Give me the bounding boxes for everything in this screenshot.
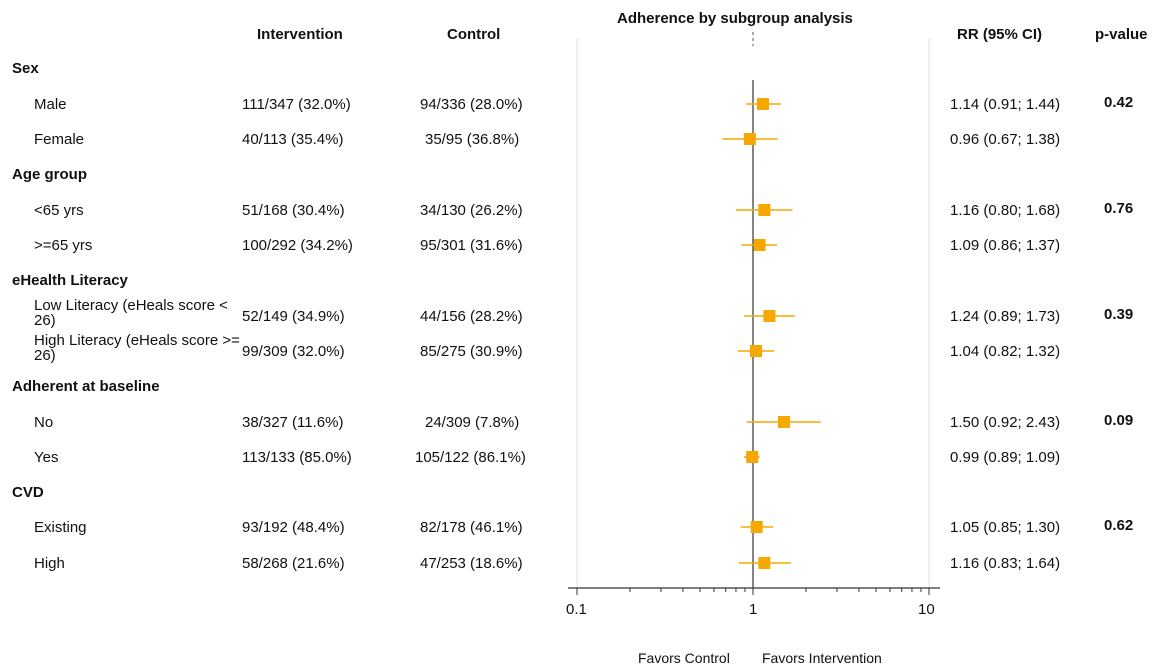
row-label: Low Literacy (eHeals score < 26) xyxy=(34,297,228,329)
group-label-age: Age group xyxy=(12,166,87,183)
intervention-cell: 40/113 (35.4%) xyxy=(242,131,344,148)
rr-cell: 1.50 (0.92; 2.43) xyxy=(950,414,1061,431)
point-estimate-marker xyxy=(777,416,790,428)
rr-cell: 1.05 (0.85; 1.30) xyxy=(950,519,1061,536)
control-cell: 44/156 (28.2%) xyxy=(420,308,523,325)
group-label-cvd: CVD xyxy=(12,484,44,501)
intervention-cell: 99/309 (32.0%) xyxy=(242,343,345,360)
point-estimate-marker xyxy=(758,557,771,569)
row-label: No xyxy=(34,414,54,431)
point-estimate-marker xyxy=(746,451,759,463)
intervention-cell: 111/347 (32.0%) xyxy=(242,96,351,113)
row-label: High xyxy=(34,555,65,572)
row-label: <65 yrs xyxy=(34,202,84,219)
point-estimate-marker xyxy=(757,98,770,110)
control-cell: 24/309 (7.8%) xyxy=(425,414,520,431)
group-label-adherent: Adherent at baseline xyxy=(12,378,160,395)
intervention-cell: 93/192 (48.4%) xyxy=(242,519,345,536)
intervention-cell: 38/327 (11.6%) xyxy=(242,414,344,431)
rr-cell: 1.16 (0.83; 1.64) xyxy=(950,555,1061,572)
control-column-header: Control xyxy=(447,26,501,43)
intervention-cell: 113/133 (85.0%) xyxy=(242,449,352,466)
point-estimate-marker xyxy=(758,204,771,216)
intervention-cell: 51/168 (30.4%) xyxy=(242,202,345,219)
control-cell: 34/130 (26.2%) xyxy=(420,202,523,219)
row-label: High Literacy (eHeals score >= 26) xyxy=(34,332,240,364)
rr-cell: 1.14 (0.91; 1.44) xyxy=(950,96,1061,113)
rr-cell: 1.16 (0.80; 1.68) xyxy=(950,202,1061,219)
rr-column-header: RR (95% CI) xyxy=(957,26,1043,43)
point-estimate-marker xyxy=(753,239,766,251)
rr-cell: 1.24 (0.89; 1.73) xyxy=(950,308,1061,325)
pvalue-cell: 0.42 xyxy=(1104,94,1134,111)
intervention-cell: 58/268 (21.6%) xyxy=(242,555,345,572)
rr-cell: 0.99 (0.89; 1.09) xyxy=(950,449,1061,466)
favors-intervention-label: Favors Intervention xyxy=(762,650,882,666)
control-cell: 82/178 (46.1%) xyxy=(420,519,523,536)
control-cell: 94/336 (28.0%) xyxy=(420,96,523,113)
x-tick-label: 10 xyxy=(918,601,935,618)
intervention-cell: 52/149 (34.9%) xyxy=(242,308,345,325)
control-cell: 85/275 (30.9%) xyxy=(420,343,523,360)
rr-cell: 1.09 (0.86; 1.37) xyxy=(950,237,1061,254)
rr-cell: 1.04 (0.82; 1.32) xyxy=(950,343,1061,360)
point-estimate-marker xyxy=(749,345,762,357)
chart-title: Adherence by subgroup analysis xyxy=(617,10,853,27)
pvalue-column-header: p-value xyxy=(1095,26,1148,43)
point-estimate-marker xyxy=(763,310,776,322)
pvalue-cell: 0.39 xyxy=(1104,306,1134,323)
row-label: Female xyxy=(34,131,85,148)
x-tick-label: 1 xyxy=(749,601,758,618)
x-tick-label: 0.1 xyxy=(566,601,587,618)
control-cell: 47/253 (18.6%) xyxy=(420,555,523,572)
control-cell: 105/122 (86.1%) xyxy=(415,449,526,466)
row-label: Male xyxy=(34,96,67,113)
pvalue-cell: 0.09 xyxy=(1104,412,1134,429)
intervention-column-header: Intervention xyxy=(257,26,343,43)
favors-control-label: Favors Control xyxy=(638,650,730,666)
rr-cell: 0.96 (0.67; 1.38) xyxy=(950,131,1061,148)
intervention-cell: 100/292 (34.2%) xyxy=(242,237,353,254)
pvalue-cell: 0.62 xyxy=(1104,517,1134,534)
point-estimate-marker xyxy=(743,133,756,145)
point-estimate-marker xyxy=(750,521,763,533)
pvalue-cell: 0.76 xyxy=(1104,200,1134,217)
row-label: Existing xyxy=(34,519,87,536)
group-label-ehealth: eHealth Literacy xyxy=(12,272,128,289)
control-cell: 35/95 (36.8%) xyxy=(425,131,520,148)
control-cell: 95/301 (31.6%) xyxy=(420,237,523,254)
group-label-sex: Sex xyxy=(12,60,39,77)
row-label: Yes xyxy=(34,449,59,466)
row-label: >=65 yrs xyxy=(34,237,93,254)
